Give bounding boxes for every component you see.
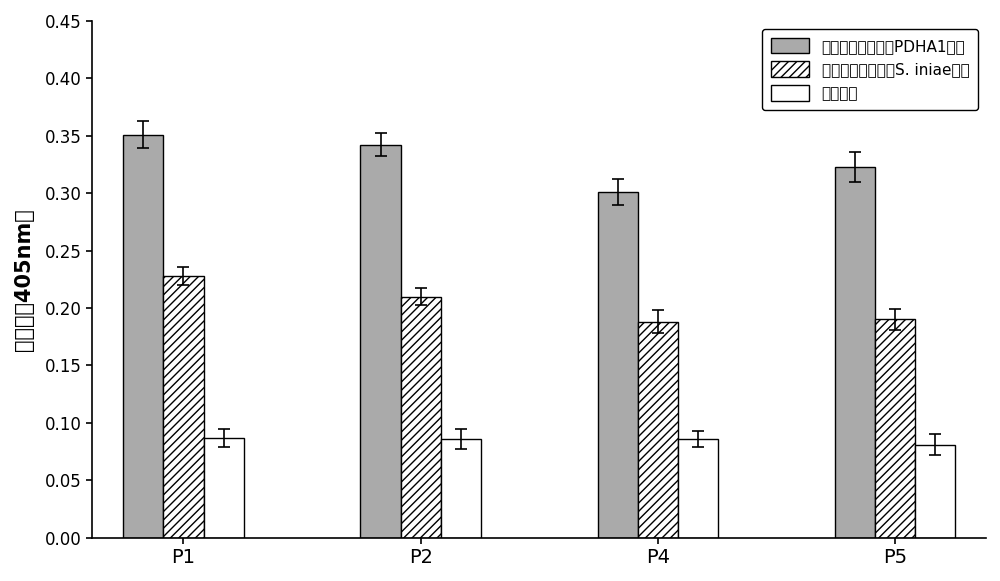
Bar	[204, 437, 244, 537]
Bar	[875, 320, 915, 537]
Bar	[401, 296, 441, 537]
Bar	[441, 439, 481, 537]
Bar	[163, 276, 204, 537]
Bar	[123, 135, 163, 537]
Bar	[638, 322, 678, 537]
Bar	[915, 444, 955, 537]
Legend: 表位多肽与牙鲆抗PDHA1血清, 表位多肽与牙鲆抗S. iniae血清, 阴性对照: 表位多肽与牙鲆抗PDHA1血清, 表位多肽与牙鲆抗S. iniae血清, 阴性对…	[762, 28, 978, 110]
Bar	[678, 439, 718, 537]
Bar	[835, 167, 875, 537]
Bar	[598, 192, 638, 537]
Bar	[360, 145, 401, 537]
Y-axis label: 吸光度（405nm）: 吸光度（405nm）	[14, 208, 34, 351]
